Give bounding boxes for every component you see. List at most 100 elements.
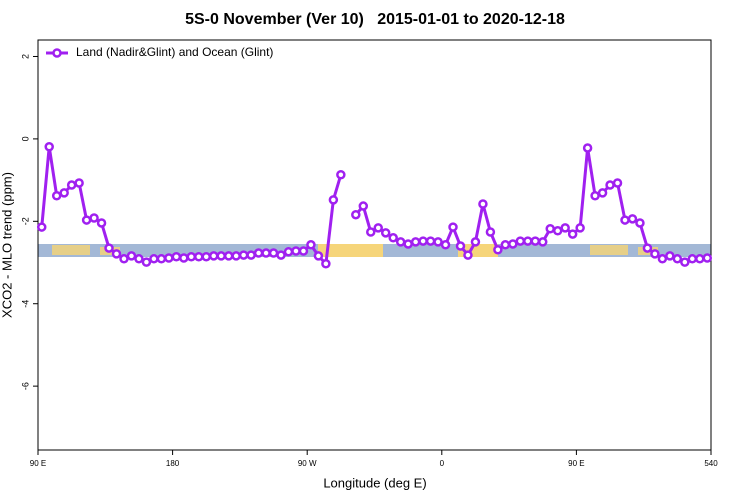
chart-title: 5S-0 November (Ver 10) 2015-01-01 to 202… — [185, 11, 565, 28]
data-point — [493, 244, 503, 255]
data-point — [216, 251, 226, 261]
data-point — [366, 227, 376, 237]
data-point — [74, 178, 84, 188]
data-point — [283, 247, 294, 257]
y-tick-label: 0 — [20, 136, 30, 141]
data-point — [410, 237, 421, 247]
data-point — [395, 237, 406, 247]
data-point — [635, 218, 645, 228]
data-point — [702, 253, 713, 263]
data-point — [500, 240, 511, 250]
data-point — [179, 253, 189, 263]
data-point — [134, 254, 144, 264]
data-point — [298, 246, 309, 256]
data-point — [657, 254, 668, 264]
y-axis-label: XCO2 - MLO trend (ppm) — [0, 172, 14, 318]
data-point — [433, 237, 443, 247]
data-point — [96, 218, 107, 228]
x-tick-label: 180 — [166, 459, 180, 468]
data-point — [126, 251, 137, 261]
data-point — [470, 237, 481, 247]
data-point — [276, 250, 286, 260]
data-point — [418, 236, 428, 246]
data-point — [642, 243, 653, 253]
y-tick-label: 2 — [20, 54, 30, 59]
data-point — [425, 236, 436, 246]
data-point — [582, 143, 593, 153]
legend-marker — [52, 48, 62, 58]
data-point — [321, 258, 331, 269]
data-point — [478, 199, 488, 209]
data-point — [440, 240, 451, 250]
data-point — [695, 254, 705, 264]
data-point — [291, 246, 301, 256]
data-point — [119, 254, 129, 264]
x-tick-label: 540 — [704, 459, 718, 468]
data-point — [650, 249, 660, 259]
y-tick-label: -4 — [20, 300, 30, 308]
data-point — [552, 226, 563, 236]
data-point — [605, 180, 615, 190]
data-point — [545, 223, 555, 234]
x-axis-label: Longitude (deg E) — [323, 475, 426, 490]
data-point — [672, 254, 683, 264]
data-point — [44, 141, 54, 152]
data-point — [515, 236, 526, 246]
data-point — [485, 227, 496, 237]
data-point — [81, 215, 92, 225]
y-tick-label: -6 — [20, 382, 30, 390]
data-point — [171, 251, 182, 262]
data-point — [261, 248, 271, 258]
data-point — [141, 257, 152, 267]
data-point — [89, 213, 99, 223]
data-point — [575, 223, 585, 233]
y-tick-label: -2 — [20, 217, 30, 225]
data-point — [328, 195, 339, 205]
data-point — [567, 229, 578, 239]
data-point — [194, 251, 204, 262]
data-point — [455, 241, 466, 251]
data-point — [388, 233, 398, 243]
legend-label: Land (Nadir&Glint) and Ocean (Glint) — [76, 45, 273, 59]
data-point — [111, 249, 122, 259]
data-point — [373, 223, 383, 233]
data-point — [306, 240, 316, 250]
data-point — [560, 223, 570, 233]
data-point — [597, 188, 608, 198]
data-point — [104, 243, 114, 253]
x-tick-label: 0 — [440, 459, 445, 468]
data-point — [149, 254, 159, 264]
data-point — [523, 236, 533, 246]
data-point — [246, 250, 256, 260]
data-point — [201, 251, 211, 262]
data-point — [66, 180, 77, 190]
data-point — [680, 257, 690, 267]
x-tick-label: 90 W — [298, 459, 317, 468]
data-point — [358, 201, 369, 211]
data-point — [223, 251, 234, 261]
data-point — [448, 222, 458, 232]
data-point — [186, 251, 197, 262]
data-point — [351, 209, 361, 220]
data-point — [59, 188, 69, 198]
plot-frame — [37, 39, 712, 451]
data-point — [530, 236, 541, 246]
data-point — [508, 239, 518, 249]
data-point — [687, 254, 698, 264]
data-point — [36, 222, 47, 232]
data-point — [538, 237, 548, 247]
data-point — [620, 215, 630, 225]
data-point — [253, 248, 264, 258]
data-point — [590, 191, 600, 201]
data-point — [231, 251, 241, 261]
data-point — [268, 248, 279, 258]
data-point — [380, 228, 391, 238]
data-point — [208, 251, 219, 261]
data-point — [627, 214, 638, 224]
data-point — [51, 191, 62, 201]
data-point — [313, 251, 324, 261]
data-point — [156, 254, 167, 264]
x-tick-label: 90 E — [568, 459, 584, 468]
data-point — [665, 251, 675, 261]
